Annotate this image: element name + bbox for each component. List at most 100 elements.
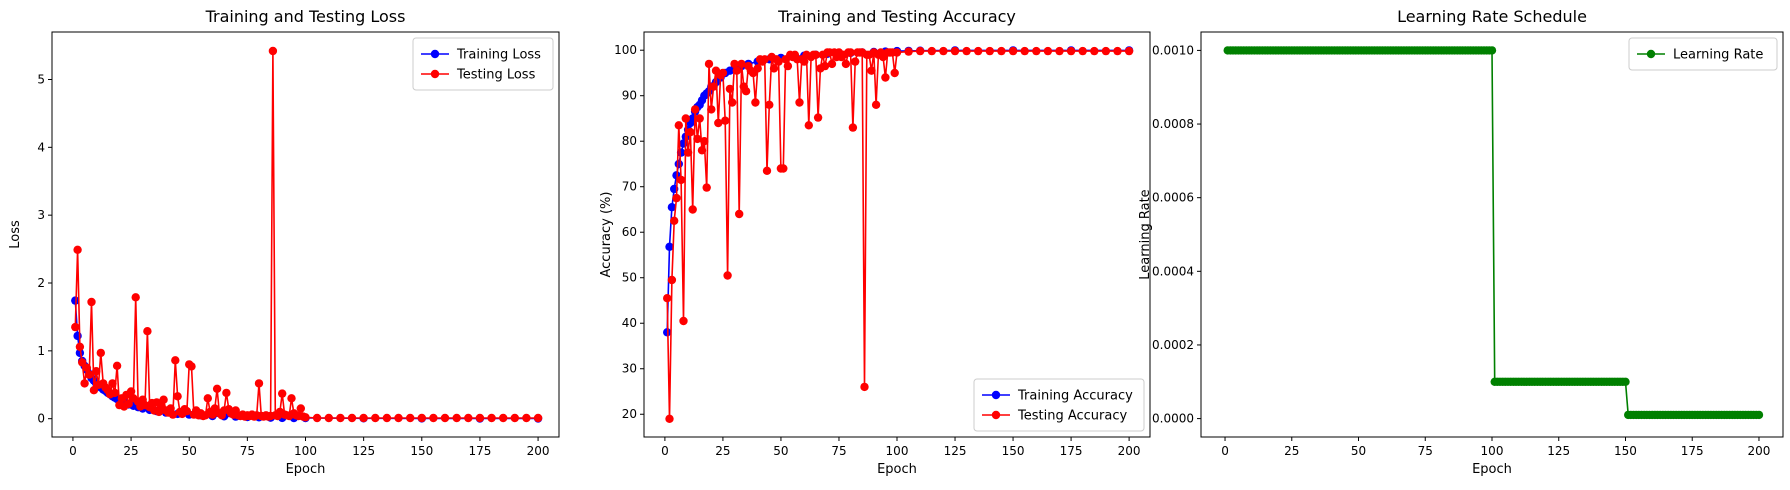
data-point [760, 55, 769, 64]
x-tick-label: 200 [527, 444, 550, 458]
x-tick-label: 0 [69, 444, 77, 458]
x-tick-label: 175 [1060, 444, 1083, 458]
data-point [697, 146, 707, 155]
data-point [741, 87, 751, 96]
data-point [904, 47, 913, 56]
data-point [927, 46, 936, 56]
x-tick-label: 50 [773, 444, 788, 458]
data-point [96, 348, 106, 358]
y-tick-label: 0.0006 [1152, 191, 1194, 205]
data-point [254, 379, 264, 388]
x-tick-label: 25 [123, 444, 138, 458]
data-point [860, 382, 869, 392]
legend-label: Training Accuracy [1017, 389, 1133, 404]
data-point [171, 356, 180, 365]
data-point [704, 59, 714, 69]
data-point [510, 413, 519, 423]
data-point [222, 388, 231, 398]
data-point [324, 413, 333, 423]
data-point [168, 410, 178, 419]
data-point [681, 114, 690, 123]
data-point [182, 407, 192, 416]
data-point [769, 64, 779, 73]
chart-title: Training and Testing Accuracy [777, 7, 1016, 26]
legend: Learning Rate [1628, 37, 1778, 71]
data-point [676, 148, 686, 157]
y-tick-label: 3 [37, 208, 45, 222]
data-point [709, 82, 718, 91]
data-point [804, 121, 813, 130]
data-point [159, 395, 168, 404]
x-tick-label: 200 [1748, 444, 1771, 458]
data-point [783, 61, 793, 71]
y-tick-label: 0 [37, 412, 45, 426]
data-point [143, 327, 152, 336]
y-tick-label: 1 [37, 344, 45, 358]
legend-box [412, 37, 554, 91]
data-point [75, 348, 85, 358]
data-point [440, 413, 450, 423]
legend-box [973, 378, 1145, 432]
data-point [665, 414, 674, 423]
legend: Training Accuracy Testing Accuracy [973, 378, 1145, 432]
data-point [672, 193, 681, 203]
data-point [962, 46, 971, 56]
legend-marker [1646, 49, 1656, 59]
x-tick-label: 125 [352, 444, 375, 458]
data-point [892, 48, 902, 57]
axes-frame [51, 31, 560, 438]
plot-area [1223, 46, 1764, 420]
data-point [487, 413, 496, 423]
data-point [1124, 46, 1134, 56]
data-point [296, 404, 305, 413]
data-point [533, 413, 543, 423]
y-tick-label: 70 [622, 180, 637, 194]
data-point [714, 118, 723, 128]
data-point [841, 59, 851, 69]
y-tick-label: 20 [622, 407, 637, 421]
data-point [87, 297, 96, 307]
data-point [795, 98, 804, 107]
y-tick-label: 60 [622, 225, 637, 239]
data-point [851, 57, 860, 66]
data-point [73, 331, 82, 341]
data-point [1043, 46, 1053, 56]
data-point [80, 379, 89, 388]
data-point [867, 66, 876, 75]
data-point [871, 100, 881, 110]
legend-marker [430, 69, 440, 79]
data-point [950, 46, 960, 56]
data-point [728, 98, 737, 107]
data-point [848, 123, 858, 132]
data-point [212, 384, 222, 393]
data-point [464, 413, 473, 423]
x-tick-label: 100 [294, 444, 317, 458]
x-tick-label: 150 [1614, 444, 1637, 458]
data-point [301, 413, 310, 422]
data-point [881, 73, 890, 82]
axes-frame [1200, 31, 1784, 438]
chart-title: Training and Testing Loss [205, 7, 406, 26]
data-point [85, 370, 94, 379]
data-point [811, 50, 820, 59]
data-point [1066, 46, 1076, 56]
y-axis-label: Accuracy (%) [599, 192, 614, 278]
data-point [997, 46, 1006, 56]
x-tick-label: 125 [1547, 444, 1570, 458]
x-tick-label: 50 [1351, 444, 1366, 458]
data-point [813, 113, 823, 122]
chart-panel-2: Training and Testing Accuracy 0 25 50 75 100 1… [599, 7, 1151, 477]
legend: Training Loss Testing Loss [412, 37, 554, 91]
data-point [732, 66, 741, 75]
data-point [718, 68, 728, 78]
x-tick-label: 25 [715, 444, 730, 458]
legend-box [1628, 37, 1778, 71]
data-point [287, 394, 296, 403]
data-point [499, 413, 508, 423]
data-point [779, 164, 788, 173]
data-point [112, 361, 122, 370]
data-point [800, 57, 809, 66]
data-point [1032, 46, 1041, 56]
